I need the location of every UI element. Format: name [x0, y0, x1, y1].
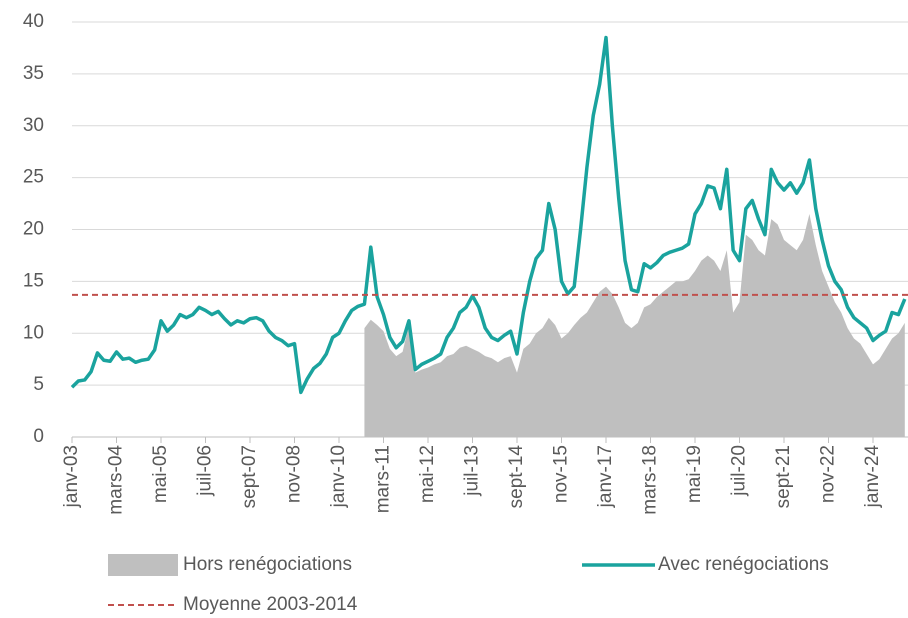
- x-tick-label: mars-04: [106, 445, 127, 515]
- x-tick-label: juil-06: [195, 445, 216, 497]
- y-tick-label: 5: [33, 374, 44, 395]
- y-tick-label: 35: [23, 63, 44, 84]
- x-tick-label: sept-21: [773, 445, 794, 508]
- x-tick-label: mars-18: [640, 445, 661, 515]
- legend-label: Moyenne 2003-2014: [183, 594, 358, 615]
- legend-swatch: [108, 554, 178, 576]
- y-tick-label: 0: [33, 426, 44, 447]
- y-tick-label: 30: [23, 115, 44, 136]
- y-tick-label: 15: [23, 270, 44, 291]
- y-tick-label: 10: [23, 322, 44, 343]
- y-tick-label: 25: [23, 167, 44, 188]
- y-tick-label: 20: [23, 219, 44, 240]
- x-tick-label: nov-08: [284, 445, 305, 503]
- x-tick-label: sept-07: [239, 445, 260, 508]
- x-tick-label: janv-24: [862, 445, 883, 509]
- legend-label: Hors renégociations: [183, 554, 352, 575]
- x-tick-label: janv-10: [328, 445, 349, 508]
- x-tick-label: janv-17: [595, 445, 616, 508]
- line: [70, 35, 907, 395]
- x-tick-label: nov-22: [818, 445, 839, 503]
- x-tick-label: mai-19: [684, 445, 705, 503]
- x-tick-label: nov-15: [551, 445, 572, 503]
- x-tick-label: mars-11: [373, 445, 394, 513]
- x-tick-label: mai-05: [150, 445, 171, 503]
- x-tick-label: juil-13: [462, 445, 483, 497]
- legend-label: Avec renégociations: [658, 554, 829, 575]
- x-tick-label: janv-03: [61, 445, 82, 508]
- area: [364, 213, 905, 437]
- x-tick-label: juil-20: [729, 445, 750, 497]
- y-tick-label: 40: [23, 11, 44, 32]
- x-tick-label: mai-12: [417, 445, 438, 503]
- x-tick-label: sept-14: [506, 445, 527, 509]
